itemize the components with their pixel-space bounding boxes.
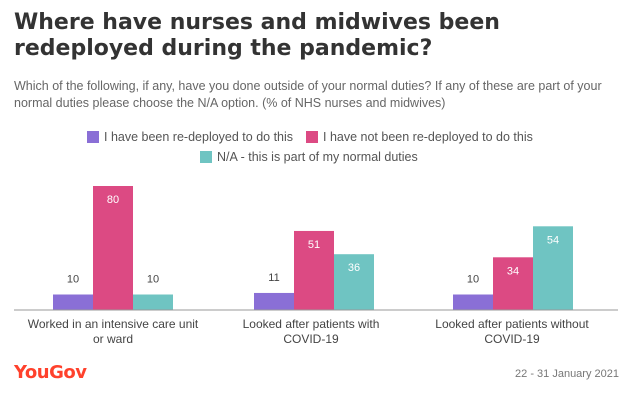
chart-title: Where have nurses and midwives been rede… — [14, 10, 500, 61]
legend-item-not-redeployed: I have not been re-deployed to do this — [306, 130, 533, 144]
data-label-1-3: 10 — [467, 274, 479, 286]
legend-swatch-na — [200, 151, 212, 163]
bar-1-1 — [53, 294, 93, 310]
chart-subtitle: Which of the following, if any, have you… — [14, 79, 602, 110]
data-label-3-3: 54 — [547, 234, 559, 246]
legend-label-na: N/A - this is part of my normal duties — [217, 150, 418, 164]
category-label-1-line-2: or ward — [93, 332, 133, 346]
data-label-3-1: 10 — [147, 274, 159, 286]
category-label-3-line-2: COVID-19 — [484, 332, 540, 346]
yougov-logo: YouGov — [14, 362, 87, 383]
data-label-2-2: 51 — [308, 239, 320, 251]
legend-swatch-not-redeployed — [306, 131, 318, 143]
data-label-2-3: 34 — [507, 265, 519, 277]
bar-3-3 — [533, 226, 573, 310]
data-label-1-1: 10 — [67, 274, 79, 286]
legend-label-redeployed: I have been re-deployed to do this — [104, 130, 294, 144]
bar-1-2 — [254, 292, 294, 310]
category-label-2-line-2: COVID-19 — [283, 332, 339, 346]
bar-3-1 — [133, 294, 173, 310]
legend-label-not-redeployed: I have not been re-deployed to do this — [323, 130, 533, 144]
legend-item-redeployed: I have been re-deployed to do this — [87, 130, 293, 144]
date-range: 22 - 31 January 2021 — [515, 368, 619, 380]
bar-2-2 — [294, 230, 334, 310]
bar-2-1 — [93, 186, 133, 310]
data-label-1-2: 11 — [268, 272, 279, 284]
bar-1-3 — [453, 294, 493, 310]
category-label-2-line-1: Looked after patients with — [243, 317, 380, 331]
legend-swatch-redeployed — [87, 131, 99, 143]
bar-3-2 — [334, 254, 374, 310]
data-label-2-1: 80 — [107, 194, 119, 206]
category-label-1-line-1: Worked in an intensive care unit — [28, 317, 199, 331]
legend-item-na: N/A - this is part of my normal duties — [200, 150, 418, 164]
bar-2-3 — [493, 257, 533, 310]
data-label-3-2: 36 — [348, 262, 360, 274]
category-label-3-line-1: Looked after patients without — [435, 317, 589, 331]
